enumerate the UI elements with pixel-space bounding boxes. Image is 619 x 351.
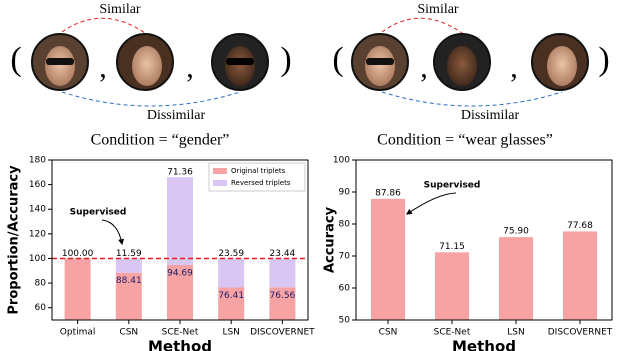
bracket: (	[10, 41, 21, 78]
bracket: )	[280, 41, 291, 78]
face	[212, 34, 268, 90]
value-label: 23.44	[270, 249, 296, 259]
bar-segment	[269, 258, 295, 287]
face	[32, 34, 88, 90]
dissimilar-label: Dissimilar	[147, 108, 206, 123]
x-tick-label: CSN	[379, 328, 398, 338]
x-axis-label: Method	[452, 338, 516, 351]
y-tick-label: 60	[339, 284, 351, 294]
similar-arc	[62, 18, 145, 33]
page: ( , , ) Similar Dissimilar Condition = “…	[0, 0, 619, 351]
dissimilar-arc	[382, 92, 562, 106]
bar	[371, 199, 405, 320]
triplet-left: ( , , ) Similar Dissimilar Condition = “…	[10, 2, 291, 148]
value-label: 100.00	[62, 249, 94, 259]
x-tick-label: SCE-Net	[434, 328, 471, 338]
value-label: 23.59	[218, 249, 244, 259]
legend-swatch	[213, 168, 227, 174]
figure: ( , , ) Similar Dissimilar Condition = “…	[0, 0, 619, 351]
separator: ,	[510, 51, 518, 84]
y-axis-label: Accuracy	[323, 206, 338, 273]
value-label: 76.56	[270, 291, 296, 301]
condition-label: Condition = “wear glasses”	[377, 132, 553, 149]
y-tick-label: 180	[29, 156, 46, 166]
legend-swatch	[213, 180, 227, 186]
triplet-right: ( , , ) Similar Dissimilar Condition = “…	[332, 2, 609, 148]
value-label: 71.36	[167, 168, 193, 178]
y-tick-label: 60	[35, 303, 47, 313]
annotation-arrow	[407, 193, 456, 214]
bar	[435, 252, 469, 320]
legend-label: Reversed triplets	[231, 179, 291, 187]
y-tick-label: 140	[29, 205, 46, 215]
y-tick-label: 100	[29, 254, 46, 264]
face	[532, 34, 588, 90]
x-tick-label: CSN	[119, 328, 138, 338]
separator: ,	[420, 51, 428, 84]
y-tick-label: 70	[339, 252, 351, 262]
x-tick-label: LSN	[222, 328, 239, 338]
separator: ,	[186, 51, 194, 84]
x-tick-label: DISCOVERNET	[250, 328, 315, 338]
bar-segment	[116, 258, 142, 272]
y-tick-label: 90	[339, 188, 351, 198]
value-label: 11.59	[116, 249, 142, 259]
bracket: (	[332, 41, 343, 78]
value-label: 75.90	[503, 227, 529, 237]
y-tick-label: 120	[29, 229, 46, 239]
value-label: 77.68	[567, 221, 593, 231]
condition-label: Condition = “gender”	[91, 132, 230, 149]
value-label: 76.41	[218, 291, 244, 301]
y-tick-label: 50	[339, 316, 351, 326]
x-axis-label: Method	[148, 338, 212, 351]
bar	[563, 231, 597, 320]
bar	[499, 237, 533, 320]
annotation: Supervised	[424, 181, 481, 191]
dissimilar-arc	[62, 92, 240, 106]
face	[117, 34, 173, 90]
face	[434, 34, 490, 90]
dissimilar-label: Dissimilar	[461, 108, 520, 123]
x-tick-label: SCE-Net	[162, 328, 199, 338]
value-label: 87.86	[375, 188, 401, 198]
bar-segment	[167, 177, 193, 265]
face	[352, 34, 408, 90]
y-tick-label: 80	[339, 220, 351, 230]
value-label: 94.69	[167, 268, 193, 278]
similar-arc	[382, 18, 462, 33]
value-label: 88.41	[116, 276, 142, 286]
separator: ,	[99, 51, 107, 84]
legend-label: Original triplets	[231, 167, 286, 175]
bar-segment	[218, 258, 244, 287]
similar-label: Similar	[99, 2, 141, 17]
similar-label: Similar	[417, 2, 459, 17]
y-tick-label: 160	[29, 180, 46, 190]
x-tick-label: Optimal	[60, 328, 96, 338]
bracket: )	[598, 41, 609, 78]
x-tick-label: LSN	[507, 328, 524, 338]
annotation-arrow	[102, 220, 122, 244]
value-label: 71.15	[439, 242, 465, 252]
bar-segment	[65, 258, 91, 320]
x-tick-label: DISCOVERNET	[548, 328, 613, 338]
y-axis-label: Proportion/Accuracy	[7, 165, 22, 315]
y-tick-label: 100	[333, 156, 350, 166]
y-tick-label: 80	[35, 279, 47, 289]
annotation: Supervised	[70, 208, 127, 218]
